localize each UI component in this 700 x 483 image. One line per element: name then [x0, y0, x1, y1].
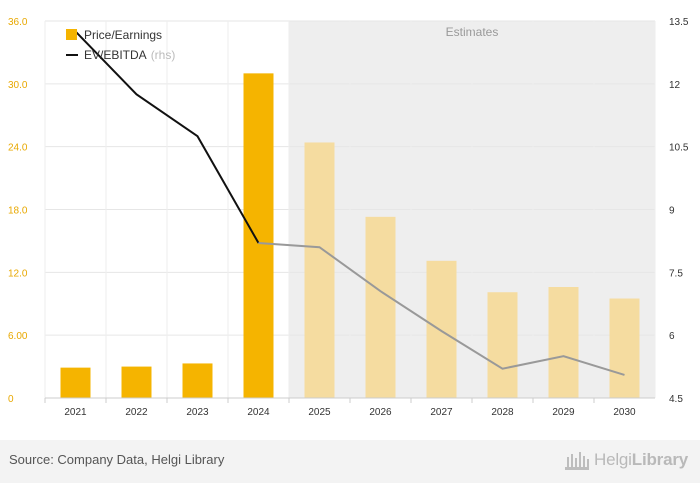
legend-line-suffix: (rhs) [151, 48, 176, 62]
y-right-tick-label: 13.5 [669, 17, 689, 28]
chart-svg: Estimates 06.0012.018.024.030.036.04.567… [8, 17, 689, 418]
bar-price-earnings [609, 298, 640, 398]
y-left-tick-label: 6.00 [8, 331, 28, 342]
line-ev-ebitda-actual [74, 30, 260, 244]
bar-price-earnings [182, 363, 213, 398]
y-left-tick-label: 30.0 [8, 80, 28, 91]
line-ev-ebitda-estimate [258, 242, 625, 376]
helgi-library-logo: HelgiLibrary [564, 448, 688, 472]
y-right-tick-label: 12 [669, 80, 681, 91]
x-tick-label: 2030 [613, 407, 636, 418]
bar-price-earnings [487, 292, 518, 398]
legend-line-name: EV/EBITDA [84, 48, 147, 62]
footer-bar: Source: Company Data, Helgi Library Helg… [0, 440, 700, 483]
x-tick-label: 2028 [491, 407, 514, 418]
legend-label-line: EV/EBITDA (rhs) [84, 48, 175, 62]
bar-price-earnings [304, 142, 335, 398]
y-left-tick-label: 0 [8, 394, 14, 405]
x-tick-label: 2024 [247, 407, 270, 418]
legend-swatch-bar [66, 29, 77, 40]
x-tick-label: 2022 [125, 407, 148, 418]
logo-text-bold: Library [631, 450, 688, 469]
library-building-icon [565, 452, 590, 470]
x-tick-label: 2025 [308, 407, 331, 418]
y-left-tick-label: 36.0 [8, 17, 28, 28]
y-left-tick-label: 12.0 [8, 268, 28, 279]
y-right-tick-label: 6 [669, 331, 675, 342]
y-left-tick-label: 24.0 [8, 143, 28, 154]
bar-price-earnings [121, 366, 152, 398]
logo-text-light: Helgi [594, 450, 632, 469]
bar-price-earnings [243, 73, 274, 398]
x-tick-label: 2023 [186, 407, 209, 418]
y-left-tick-label: 18.0 [8, 206, 28, 217]
bar-price-earnings [426, 260, 457, 398]
y-right-tick-label: 10.5 [669, 143, 689, 154]
source-note: Source: Company Data, Helgi Library [9, 452, 225, 467]
x-tick-label: 2026 [369, 407, 392, 418]
x-tick-label: 2027 [430, 407, 453, 418]
y-right-tick-label: 9 [669, 206, 675, 217]
x-tick-label: 2029 [552, 407, 575, 418]
y-right-tick-label: 7.5 [669, 268, 683, 279]
bar-price-earnings [60, 367, 91, 398]
y-right-tick-label: 4.5 [669, 394, 683, 405]
legend: Price/Earnings EV/EBITDA (rhs) [66, 28, 175, 62]
bar-price-earnings [548, 286, 579, 398]
legend-label-bar: Price/Earnings [84, 28, 162, 42]
x-tick-label: 2021 [64, 407, 87, 418]
bar-price-earnings [365, 216, 396, 398]
